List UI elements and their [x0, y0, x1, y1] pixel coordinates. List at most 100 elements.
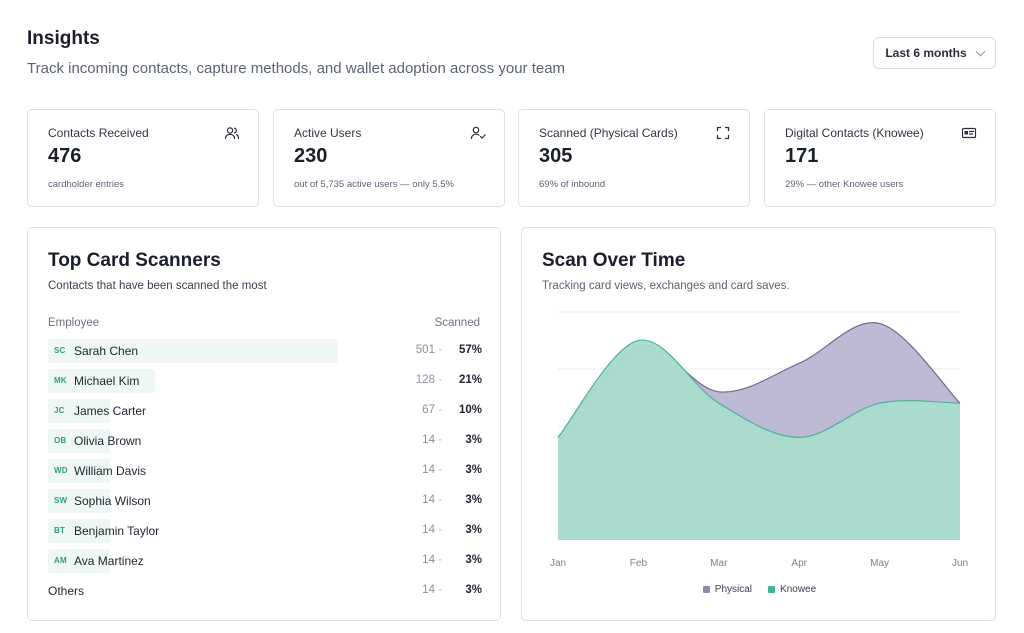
- employee-name: Benjamin Taylor: [74, 524, 160, 538]
- table-row[interactable]: JC James Carter 67 · 10%: [48, 398, 482, 428]
- scan-over-time-chart: Jan Feb Mar Apr May Jun: [550, 311, 968, 569]
- employee-name: James Carter: [74, 404, 147, 418]
- date-range-select[interactable]: Last 6 months: [873, 37, 996, 69]
- share-bar: [48, 489, 110, 513]
- employee-name: William Davis: [74, 464, 146, 478]
- scan-count: 14 ·: [422, 524, 442, 536]
- chevron-down-icon: [975, 46, 986, 56]
- share-bar: [48, 519, 110, 543]
- employee-name: Ava Martinez: [74, 554, 144, 568]
- table-row[interactable]: WD William Davis 14 · 3%: [48, 458, 482, 488]
- kpi-value: 305: [539, 145, 573, 167]
- avatar-initials: WD: [54, 466, 68, 475]
- avatar-initials: MK: [54, 376, 67, 385]
- legend-label: Physical: [714, 584, 753, 595]
- kpi-value: 171: [785, 145, 819, 167]
- id-card-icon: [961, 127, 977, 139]
- panel-title: Top Card Scanners: [48, 250, 221, 271]
- kpi-label: Digital Contacts (Knowee): [785, 126, 924, 140]
- scan-percent: 3%: [465, 434, 482, 446]
- employee-name: Others: [48, 584, 85, 598]
- column-header-employee: Employee: [48, 317, 100, 329]
- scan-percent: 3%: [465, 554, 482, 566]
- scan-percent: 3%: [465, 464, 482, 476]
- scan-percent: 3%: [465, 584, 482, 596]
- employee-name: Sophia Wilson: [74, 494, 151, 508]
- kpi-scanned-physical: Scanned (Physical Cards) 305 69% of inbo…: [518, 109, 750, 207]
- series-line-knowee: [557, 339, 961, 439]
- panel-subtitle: Tracking card views, exchanges and card …: [542, 280, 790, 292]
- table-row[interactable]: SC Sarah Chen 501 · 57%: [48, 338, 482, 368]
- kpi-note: 69% of inbound: [539, 179, 606, 190]
- page-subtitle: Track incoming contacts, capture methods…: [27, 60, 566, 77]
- page-title: Insights: [27, 28, 100, 49]
- table-row[interactable]: OB Olivia Brown 14 · 3%: [48, 428, 482, 458]
- legend-swatch: [702, 586, 710, 593]
- scan-count: 14 ·: [422, 554, 442, 566]
- avatar-initials: SW: [54, 496, 68, 505]
- kpi-label: Contacts Received: [48, 126, 149, 140]
- top-card-scanners-panel: Top Card Scanners Contacts that have bee…: [27, 227, 501, 621]
- scan-percent: 3%: [465, 524, 482, 536]
- avatar-initials: BT: [54, 526, 66, 535]
- column-header-scanned: Scanned: [434, 317, 480, 329]
- scan-count: 14 ·: [422, 464, 442, 476]
- x-tick-label: Apr: [791, 558, 807, 569]
- scan-count: 67 ·: [422, 404, 442, 416]
- scan-percent: 57%: [458, 344, 482, 356]
- share-bar: [48, 339, 338, 363]
- legend-label: Knowee: [780, 584, 817, 595]
- kpi-note: cardholder entries: [48, 179, 125, 190]
- employee-name: Michael Kim: [74, 374, 140, 388]
- panel-title: Scan Over Time: [542, 250, 686, 271]
- kpi-digital-contacts: Digital Contacts (Knowee) 171 29% — othe…: [764, 109, 996, 207]
- scan-count: 14 ·: [422, 434, 442, 446]
- avatar-initials: JC: [54, 406, 65, 415]
- legend-swatch: [768, 586, 776, 593]
- share-bar: [48, 429, 110, 453]
- user-check-icon: [470, 126, 486, 140]
- employee-name: Sarah Chen: [74, 344, 139, 358]
- table-row[interactable]: AM Ava Martinez 14 · 3%: [48, 548, 482, 578]
- kpi-active-users: Active Users 230 out of 5,735 active use…: [273, 109, 505, 207]
- share-bar: [48, 399, 110, 423]
- kpi-value: 476: [48, 145, 82, 167]
- share-bar: [48, 549, 110, 573]
- legend-item-physical[interactable]: Physical: [702, 584, 753, 595]
- scan-count: 14 ·: [422, 584, 442, 596]
- kpi-note: 29% — other Knowee users: [785, 179, 904, 190]
- chart-legend: Physical Knowee: [522, 584, 997, 595]
- scan-percent: 3%: [465, 494, 482, 506]
- scan-count: 128 ·: [415, 374, 442, 386]
- legend-item-knowee[interactable]: Knowee: [768, 584, 816, 595]
- x-tick-label: Jun: [952, 558, 968, 569]
- kpi-label: Active Users: [294, 126, 362, 140]
- scan-over-time-panel: Scan Over Time Tracking card views, exch…: [521, 227, 996, 621]
- kpi-note: out of 5,735 active users — only 5.5%: [294, 179, 455, 190]
- x-tick-label: Jan: [550, 558, 566, 569]
- panel-subtitle: Contacts that have been scanned the most: [48, 280, 267, 292]
- scanner-list: SC Sarah Chen 501 · 57% MK Michael Kim 128 · 21…: [48, 338, 482, 608]
- scan-frame-icon: [716, 126, 730, 140]
- avatar-initials: AM: [54, 556, 67, 565]
- table-row[interactable]: MK Michael Kim 128 · 21%: [48, 368, 482, 398]
- table-row[interactable]: BT Benjamin Taylor 14 · 3%: [48, 518, 482, 548]
- x-tick-label: Feb: [630, 558, 648, 569]
- avatar-initials: SC: [54, 346, 66, 355]
- kpi-contacts-received: Contacts Received 476 cardholder entries: [27, 109, 259, 207]
- table-row[interactable]: SW Sophia Wilson 14 · 3%: [48, 488, 482, 518]
- scan-count: 501 ·: [415, 344, 442, 356]
- kpi-value: 230: [294, 145, 328, 167]
- date-range-label: Last 6 months: [885, 46, 967, 60]
- users-icon: [224, 127, 240, 140]
- series-area-knowee: [558, 340, 960, 540]
- share-bar: [48, 369, 155, 393]
- x-tick-label: May: [870, 558, 889, 569]
- scan-count: 14 ·: [422, 494, 442, 506]
- scan-percent: 10%: [458, 404, 482, 416]
- table-row-others[interactable]: Others 14 · 3%: [48, 578, 482, 608]
- kpi-label: Scanned (Physical Cards): [539, 126, 678, 140]
- x-tick-label: Mar: [710, 558, 728, 569]
- share-bar: [48, 459, 110, 483]
- employee-name: Olivia Brown: [74, 434, 142, 448]
